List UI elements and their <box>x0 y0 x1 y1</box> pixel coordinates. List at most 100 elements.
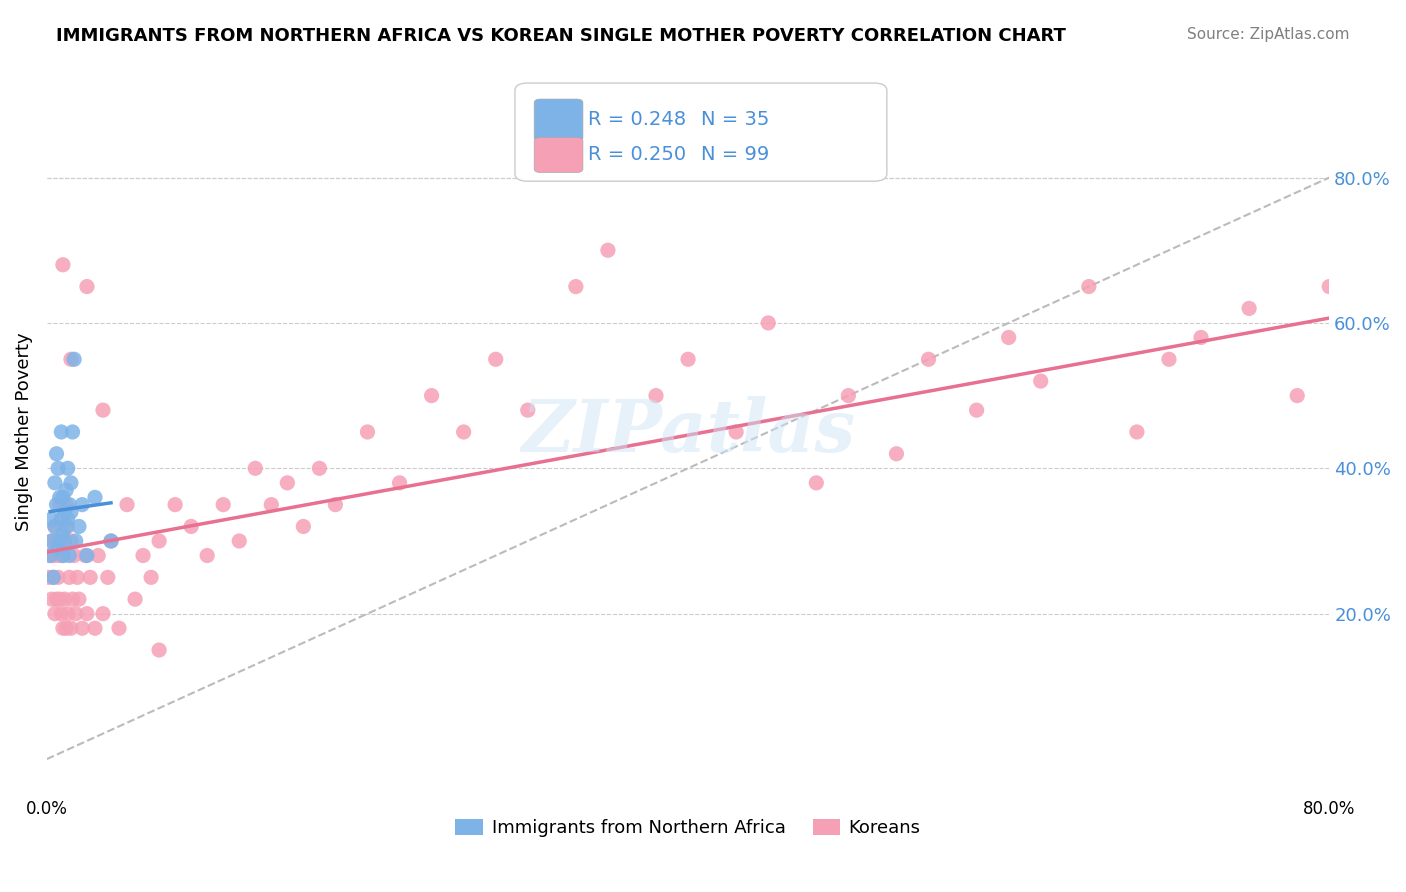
Point <box>596 244 619 258</box>
Point <box>46 549 69 563</box>
Point <box>292 519 315 533</box>
Point <box>42 570 65 584</box>
Point <box>165 498 187 512</box>
Point <box>308 461 330 475</box>
Point <box>52 526 75 541</box>
Point <box>212 498 235 512</box>
Point <box>45 498 67 512</box>
Point <box>59 533 82 548</box>
Point <box>148 533 170 548</box>
Point <box>91 403 114 417</box>
Point <box>48 491 70 505</box>
Point <box>1382 352 1405 367</box>
Point <box>59 352 82 367</box>
FancyBboxPatch shape <box>534 99 583 141</box>
Point <box>52 621 75 635</box>
Point <box>108 621 131 635</box>
Point <box>1157 352 1180 367</box>
Point <box>55 483 77 497</box>
Point <box>806 475 828 490</box>
Point <box>59 475 82 490</box>
Point <box>100 533 122 548</box>
Point <box>966 403 988 417</box>
Point <box>65 533 87 548</box>
Point <box>70 498 93 512</box>
Point <box>56 607 79 621</box>
Point <box>485 352 508 367</box>
Point <box>87 549 110 563</box>
Point <box>53 533 76 548</box>
Point <box>676 352 699 367</box>
Point <box>837 389 859 403</box>
Point <box>725 425 748 439</box>
Point <box>76 549 98 563</box>
Point <box>45 592 67 607</box>
Point <box>44 475 66 490</box>
Point <box>37 570 59 584</box>
Point <box>420 389 443 403</box>
Point <box>62 425 84 439</box>
Point <box>58 549 80 563</box>
Point <box>1077 279 1099 293</box>
Point <box>276 475 298 490</box>
Point <box>124 592 146 607</box>
Point <box>115 498 138 512</box>
Point <box>41 533 63 548</box>
Point <box>58 570 80 584</box>
Point <box>63 352 86 367</box>
Point <box>44 519 66 533</box>
Point <box>45 533 67 548</box>
Point <box>53 592 76 607</box>
Point <box>56 519 79 533</box>
Point <box>132 549 155 563</box>
Point <box>52 549 75 563</box>
Point <box>51 519 73 533</box>
Point <box>48 592 70 607</box>
Point <box>1189 330 1212 344</box>
Point <box>63 549 86 563</box>
Point <box>565 279 588 293</box>
Point <box>55 621 77 635</box>
Point <box>84 491 107 505</box>
Point <box>886 447 908 461</box>
Point <box>55 498 77 512</box>
Point <box>56 512 79 526</box>
Point <box>51 425 73 439</box>
Point <box>1029 374 1052 388</box>
Point <box>44 519 66 533</box>
Point <box>91 607 114 621</box>
Point <box>67 519 90 533</box>
Point <box>65 607 87 621</box>
Point <box>41 592 63 607</box>
Text: Source: ZipAtlas.com: Source: ZipAtlas.com <box>1187 27 1350 42</box>
Point <box>41 512 63 526</box>
Point <box>48 533 70 548</box>
Point <box>75 549 97 563</box>
Point <box>52 549 75 563</box>
Point <box>46 541 69 556</box>
Point <box>59 505 82 519</box>
FancyBboxPatch shape <box>515 83 887 181</box>
Point <box>1286 389 1309 403</box>
Text: IMMIGRANTS FROM NORTHERN AFRICA VS KOREAN SINGLE MOTHER POVERTY CORRELATION CHAR: IMMIGRANTS FROM NORTHERN AFRICA VS KOREA… <box>56 27 1066 45</box>
Point <box>1237 301 1260 316</box>
Point <box>62 592 84 607</box>
Point <box>356 425 378 439</box>
Point <box>260 498 283 512</box>
Point <box>42 570 65 584</box>
Point <box>917 352 939 367</box>
Point <box>52 258 75 272</box>
Point <box>1317 279 1340 293</box>
Point <box>67 592 90 607</box>
Point <box>245 461 267 475</box>
Point <box>56 461 79 475</box>
Legend: Immigrants from Northern Africa, Koreans: Immigrants from Northern Africa, Koreans <box>449 812 928 845</box>
Point <box>59 621 82 635</box>
Point <box>195 549 218 563</box>
Point <box>325 498 347 512</box>
Point <box>45 447 67 461</box>
Point <box>453 425 475 439</box>
Text: ZIPatlas: ZIPatlas <box>522 396 855 467</box>
Point <box>42 549 65 563</box>
Point <box>70 621 93 635</box>
